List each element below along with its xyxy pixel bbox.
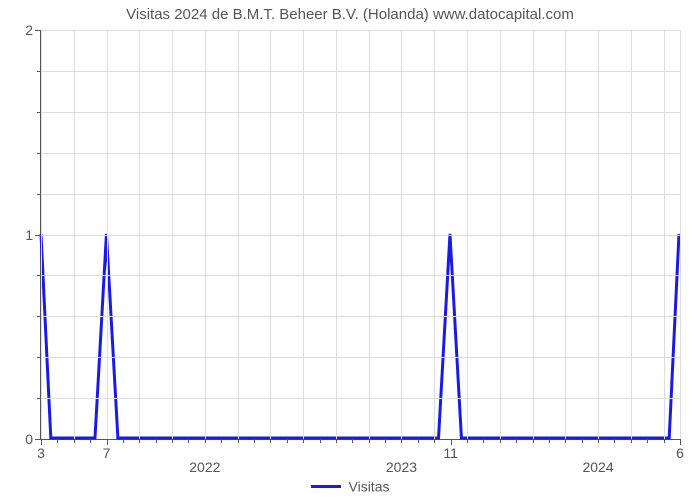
- grid-horizontal: [41, 275, 680, 276]
- x-minor-tick: [565, 439, 566, 443]
- y-minor-tick: [37, 398, 41, 399]
- grid-horizontal: [41, 235, 680, 236]
- x-minor-tick: [500, 439, 501, 443]
- y-minor-tick: [37, 275, 41, 276]
- x-minor-tick: [303, 439, 304, 443]
- x-minor-tick: [516, 439, 517, 443]
- x-minor-tick: [352, 439, 353, 443]
- y-minor-tick: [37, 71, 41, 72]
- y-minor-tick: [37, 316, 41, 317]
- x-year-label: 2024: [582, 439, 613, 475]
- legend-label: Visitas: [349, 478, 390, 494]
- x-minor-tick: [533, 439, 534, 443]
- x-tick-label: 6: [676, 439, 684, 461]
- y-minor-tick: [37, 153, 41, 154]
- x-minor-tick: [631, 439, 632, 443]
- y-minor-tick: [37, 357, 41, 358]
- grid-horizontal: [41, 153, 680, 154]
- x-minor-tick: [123, 439, 124, 443]
- grid-horizontal: [41, 71, 680, 72]
- x-minor-tick: [287, 439, 288, 443]
- x-minor-tick: [549, 439, 550, 443]
- grid-horizontal: [41, 357, 680, 358]
- x-minor-tick: [90, 439, 91, 443]
- legend-swatch: [311, 485, 341, 488]
- grid-horizontal: [41, 398, 680, 399]
- x-minor-tick: [483, 439, 484, 443]
- chart-container: Visitas 2024 de B.M.T. Beheer B.V. (Hola…: [0, 0, 700, 500]
- y-minor-tick: [37, 112, 41, 113]
- x-minor-tick: [418, 439, 419, 443]
- x-minor-tick: [320, 439, 321, 443]
- chart-title: Visitas 2024 de B.M.T. Beheer B.V. (Hola…: [0, 6, 700, 23]
- x-minor-tick: [467, 439, 468, 443]
- x-minor-tick: [336, 439, 337, 443]
- x-minor-tick: [74, 439, 75, 443]
- x-minor-tick: [139, 439, 140, 443]
- x-minor-tick: [172, 439, 173, 443]
- x-year-label: 2023: [386, 439, 417, 475]
- x-tick-label: 7: [103, 439, 111, 461]
- grid-horizontal: [41, 112, 680, 113]
- x-minor-tick: [238, 439, 239, 443]
- x-year-label: 2022: [189, 439, 220, 475]
- grid-horizontal: [41, 30, 680, 31]
- x-minor-tick: [156, 439, 157, 443]
- grid-horizontal: [41, 316, 680, 317]
- legend: Visitas: [0, 477, 700, 494]
- x-minor-tick: [270, 439, 271, 443]
- y-tick-label: 2: [25, 22, 41, 38]
- x-minor-tick: [254, 439, 255, 443]
- x-minor-tick: [664, 439, 665, 443]
- visits-line: [41, 234, 679, 438]
- y-minor-tick: [37, 194, 41, 195]
- x-tick-label: 11: [443, 439, 458, 461]
- y-tick-label: 1: [25, 227, 41, 243]
- x-minor-tick: [221, 439, 222, 443]
- x-minor-tick: [434, 439, 435, 443]
- grid-horizontal: [41, 194, 680, 195]
- x-minor-tick: [614, 439, 615, 443]
- x-minor-tick: [369, 439, 370, 443]
- x-minor-tick: [647, 439, 648, 443]
- x-tick-label: 3: [37, 439, 45, 461]
- x-minor-tick: [57, 439, 58, 443]
- grid-vertical: [680, 30, 681, 439]
- plot-area: 01237116202220232024: [40, 30, 680, 440]
